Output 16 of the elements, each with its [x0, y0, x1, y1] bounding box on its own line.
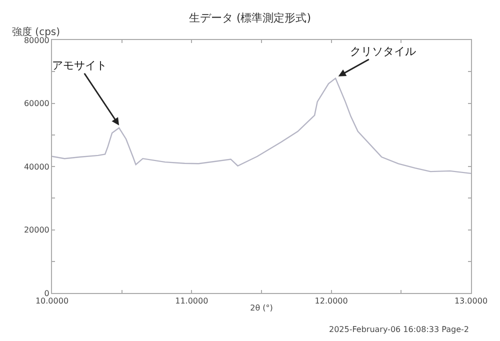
y-tick-label: 80000	[24, 36, 50, 45]
annotation: アモサイト	[52, 59, 107, 72]
x-tick-label: 13.0000	[454, 296, 488, 306]
y-tick-label: 40000	[24, 162, 50, 172]
text: 2025-February-06 16:08:33 Page-2	[329, 325, 469, 334]
line-series	[52, 78, 471, 174]
chart-title: 生データ (標準測定形式)	[188, 11, 312, 24]
x-axis-title: 2θ (°)	[250, 304, 273, 313]
y-tick-label: 60000	[24, 99, 50, 108]
y-axis-title: 強度 (cps)	[12, 26, 60, 38]
x-tick-label: 10.0000	[35, 296, 69, 306]
y-tick-label: 20000	[24, 226, 50, 235]
y-tick-label: 0	[44, 288, 50, 298]
x-tick-label: 12.0000	[314, 296, 348, 306]
x-tick-label: 11.0000	[175, 296, 208, 306]
annotation: クリソタイル	[350, 45, 416, 58]
